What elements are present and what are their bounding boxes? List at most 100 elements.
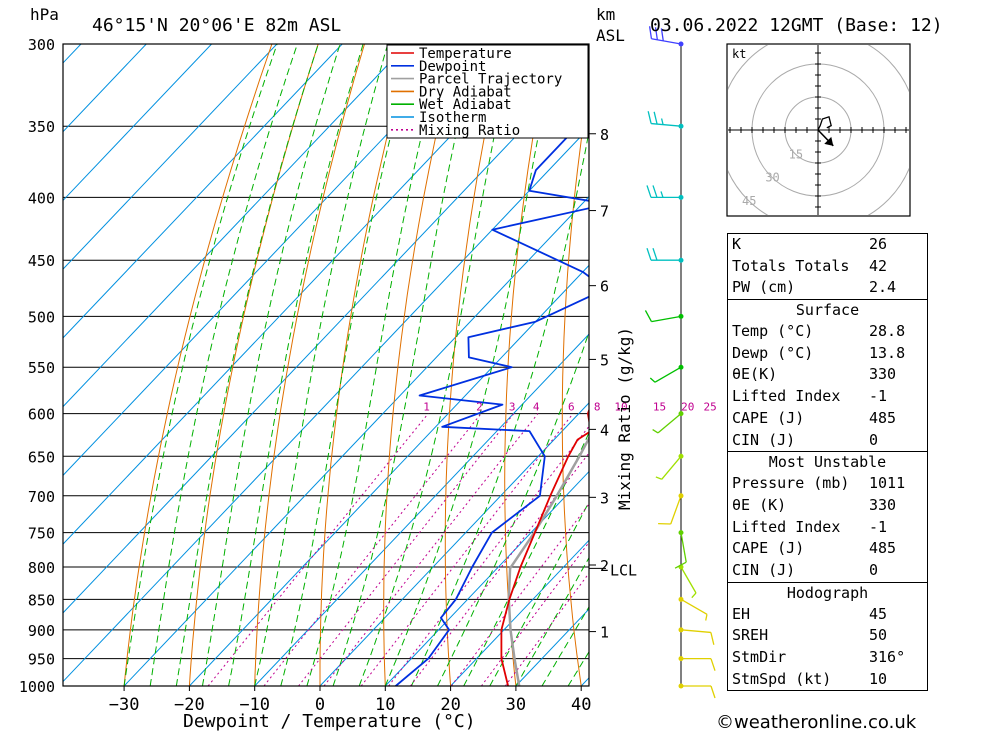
wind-barb-flag bbox=[652, 185, 658, 198]
wind-barb-flag bbox=[654, 27, 659, 40]
mixing-ratio-line bbox=[263, 413, 482, 686]
wind-barb-staff bbox=[670, 495, 682, 525]
surface-index-label: CIN (J) bbox=[732, 430, 796, 449]
wet-adiabat-line bbox=[358, 44, 515, 686]
hodograph-trace bbox=[817, 115, 832, 131]
mixing-ratio-line bbox=[480, 541, 589, 686]
wind-barb-half-flag bbox=[660, 118, 664, 125]
unstable-index-value: 0 bbox=[869, 560, 879, 579]
axes: 1 2 3 4 6 8 10 15 20 2530035040045050055060065070… bbox=[19, 36, 717, 715]
pressure-tick-label: 400 bbox=[28, 189, 55, 207]
legend-label: Dewpoint bbox=[419, 59, 486, 75]
website-credit[interactable]: ©weatheronline.co.uk bbox=[716, 712, 917, 733]
wind-barb-half-flag bbox=[691, 592, 697, 599]
wind-barb-half-flag bbox=[705, 614, 708, 621]
isotherm-line bbox=[450, 539, 589, 686]
hodograph-index-value: 316° bbox=[869, 648, 906, 666]
parcel-trajectory-line bbox=[507, 435, 589, 686]
mixing-ratio-label: 2 bbox=[476, 401, 483, 414]
wind-barb-flag bbox=[652, 248, 658, 261]
isotherm-line bbox=[63, 44, 343, 339]
legend-label: Mixing Ratio bbox=[419, 123, 520, 139]
general-index-row: K 26 bbox=[728, 234, 927, 256]
wet-adiabat-line bbox=[254, 44, 389, 686]
wind-barb-half-flag bbox=[649, 377, 656, 383]
pressure-tick-label: 850 bbox=[28, 591, 55, 609]
most-unstable-title: Most Unstable bbox=[768, 453, 887, 472]
mixing-ratio-axis-label: Mixing Ratio (g/kg) bbox=[615, 327, 634, 510]
wind-barb-flag bbox=[710, 685, 716, 699]
wind-barb-staff bbox=[680, 629, 711, 634]
wet-adiabat-line bbox=[384, 44, 558, 686]
height-unit: km bbox=[596, 5, 615, 24]
surface-index-value: 28.8 bbox=[869, 322, 906, 341]
hodograph-index-row: StmSpd (kt) 10 bbox=[728, 669, 927, 691]
hodograph-ring-label: 30 bbox=[765, 171, 779, 185]
pressure-tick-label: 550 bbox=[28, 359, 55, 377]
unstable-index-label: CAPE (J) bbox=[732, 539, 805, 558]
indices-most-unstable: Most Unstable Pressure (mb) 1011 θE (K) 330… bbox=[728, 451, 927, 581]
x-tick-label: 30 bbox=[506, 695, 526, 715]
mixing-ratio-label: 6 bbox=[568, 401, 575, 414]
wind-barb-staff bbox=[651, 122, 682, 127]
unstable-index-value: 330 bbox=[869, 495, 897, 514]
x-axis-label: Dewpoint / Temperature (°C) bbox=[183, 711, 476, 732]
general-index-label: K bbox=[732, 235, 742, 253]
unstable-index-value: 1011 bbox=[869, 474, 906, 493]
pressure-tick-label: 900 bbox=[28, 622, 55, 640]
wind-barb-staff bbox=[680, 598, 708, 615]
wind-barb-flag bbox=[646, 185, 652, 198]
dry-adiabat-line bbox=[254, 44, 365, 686]
unstable-index-value: 485 bbox=[869, 539, 897, 558]
isotherm-line bbox=[63, 58, 589, 614]
mixing-ratio-line bbox=[450, 503, 589, 686]
surface-index-row: CAPE (J) 485 bbox=[728, 408, 927, 430]
surface-index-value: 0 bbox=[869, 430, 879, 449]
isotherm-line bbox=[63, 44, 539, 545]
isotherm-line bbox=[63, 44, 147, 133]
wet-adiabat-line bbox=[410, 129, 589, 686]
wet-adiabat-line bbox=[123, 44, 278, 686]
wind-barb-staff bbox=[651, 38, 682, 45]
mixing-ratio-label: 10 bbox=[614, 401, 627, 414]
surface-index-label: Lifted Index bbox=[732, 387, 841, 406]
hodograph-index-label: SREH bbox=[732, 626, 769, 645]
isotherm-line bbox=[63, 44, 474, 477]
pressure-tick-label: 300 bbox=[28, 36, 55, 54]
unstable-index-row: CIN (J) 0 bbox=[728, 560, 927, 582]
wet-adiabat-line bbox=[280, 44, 415, 686]
mixing-ratio-line bbox=[410, 452, 589, 686]
hodograph-ring-label: 45 bbox=[742, 194, 756, 208]
dry-adiabat-line bbox=[966, 44, 1000, 686]
hodograph-index-row: SREH 50 bbox=[728, 625, 927, 647]
hodograph-index-label: StmDir bbox=[732, 648, 787, 666]
plot-frame bbox=[62, 43, 590, 687]
wet-adiabat-line bbox=[149, 44, 298, 686]
unstable-index-value: -1 bbox=[869, 517, 888, 536]
wind-barb-staff bbox=[680, 566, 697, 594]
hodograph-index-label: StmSpd (kt) bbox=[732, 669, 832, 688]
wind-barb-flag bbox=[647, 111, 652, 124]
dry-adiabat-line bbox=[383, 44, 458, 686]
hodograph-ring-label: 15 bbox=[789, 147, 803, 161]
height-tick-label: 7 bbox=[600, 203, 609, 221]
wind-barb-flag bbox=[710, 658, 716, 671]
hodograph-index-row: EH 45 bbox=[728, 604, 927, 626]
surface-index-value: 13.8 bbox=[869, 343, 906, 362]
wind-barb-flag bbox=[653, 111, 658, 125]
x-tick-label: 40 bbox=[571, 695, 591, 715]
unstable-index-label: Pressure (mb) bbox=[732, 474, 850, 493]
dry-adiabat-line bbox=[672, 44, 712, 686]
hodograph-unit: kt bbox=[732, 47, 746, 61]
general-index-row: Totals Totals 42 bbox=[728, 256, 927, 278]
pressure-tick-label: 1000 bbox=[19, 678, 55, 696]
wet-adiabat-line bbox=[228, 44, 364, 686]
legend-label: Dry Adiabat bbox=[419, 84, 512, 100]
unstable-index-row: CAPE (J) 485 bbox=[728, 538, 927, 560]
wind-barb-flag bbox=[660, 28, 664, 41]
general-index-value: 42 bbox=[869, 256, 888, 275]
height-tick-label: 5 bbox=[600, 351, 609, 369]
mixing-ratio-label: 3 bbox=[509, 401, 516, 414]
pressure-tick-label: 450 bbox=[28, 252, 55, 270]
